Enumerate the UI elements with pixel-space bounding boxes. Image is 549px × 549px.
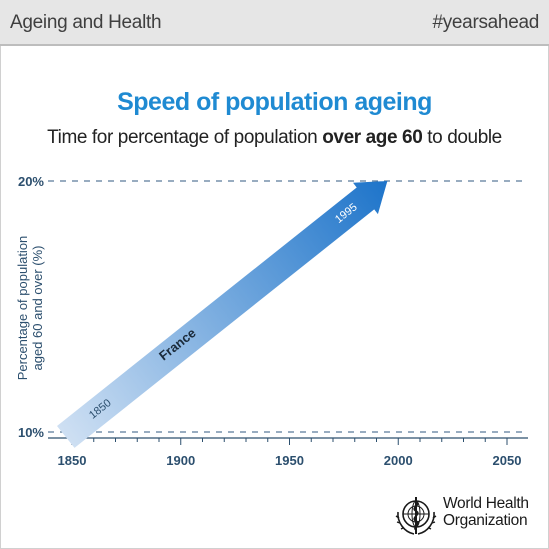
subtitle-pre: Time for percentage of population	[47, 127, 323, 148]
y-tick-label: 20%	[18, 174, 44, 189]
x-tick-label: 2050	[493, 453, 522, 468]
subtitle-bold: over age 60	[322, 127, 423, 148]
who-wordmark: World Health Organization	[443, 495, 529, 529]
chart-subtitle: Time for percentage of population over a…	[0, 127, 549, 149]
who-emblem-icon	[395, 497, 437, 535]
y-axis-label-line1: Percentage of population	[15, 236, 30, 381]
header-bar: Ageing and Health #yearsahead	[0, 0, 549, 46]
y-axis-label: Percentage of populationaged 60 and over…	[15, 236, 45, 381]
x-tick-label: 2000	[384, 453, 413, 468]
org-name-line2: Organization	[443, 512, 528, 529]
x-tick-label: 1950	[275, 453, 304, 468]
y-tick-label: 10%	[18, 425, 44, 440]
header-topic: Ageing and Health	[10, 12, 162, 33]
chart-title: Speed of population ageing	[117, 88, 432, 116]
x-tick-label: 1900	[166, 453, 195, 468]
org-name-line1: World Health	[443, 495, 529, 512]
x-tick-label: 1850	[58, 453, 87, 468]
series-arrow-france	[57, 181, 388, 448]
y-axis-label-line2: aged 60 and over (%)	[30, 245, 45, 370]
header-hashtag: #yearsahead	[432, 12, 539, 33]
subtitle-post: to double	[422, 127, 502, 148]
